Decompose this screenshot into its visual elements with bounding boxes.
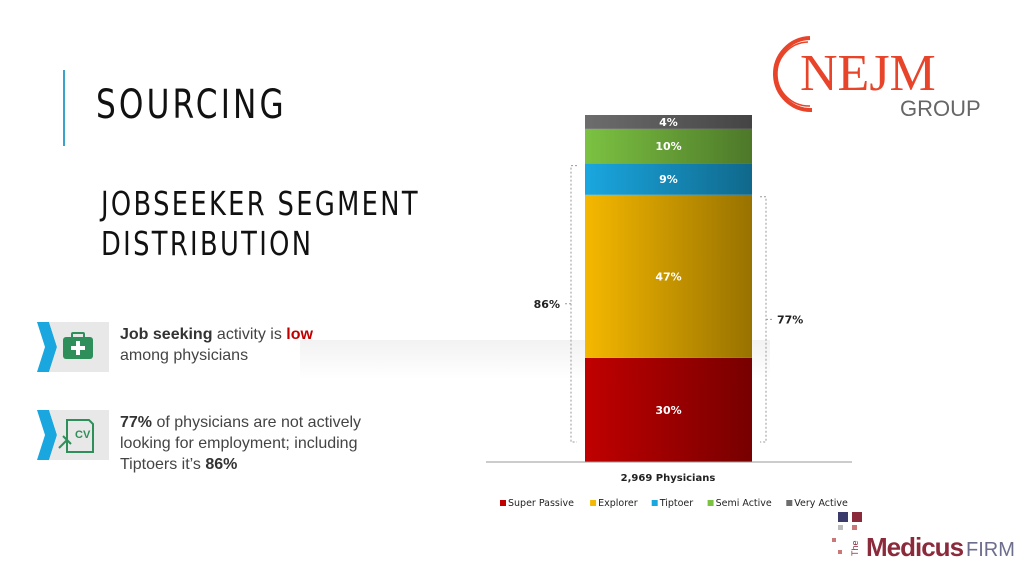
medicus-firm-text: FIRM [966, 539, 1015, 561]
bullet-1-rest: among physicians [120, 347, 249, 364]
bullet-job-seeking: Job seeking activity is low among physic… [37, 322, 397, 372]
slide-title: SOURCING [96, 82, 287, 128]
nejm-group-logo: NEJM GROUP [773, 36, 981, 120]
legend-label-super-passive: Super Passive [508, 498, 574, 509]
medicus-the-text: The [850, 540, 860, 556]
bar-segment-explorer [585, 194, 752, 358]
bullet-1-text: Job seeking activity is low among physic… [120, 324, 400, 366]
legend-label-explorer: Explorer [598, 498, 638, 509]
bullet-1-mid: activity is [212, 326, 287, 343]
bar-segment-very-active [585, 115, 752, 129]
jobseeker-stacked-chart: 30% 47% 9% 10% 4% 86% 77% 2,969 Physicians Su… [486, 115, 852, 509]
legend-label-tiptoer: Tiptoer [659, 498, 694, 509]
legend-swatch-very-active [786, 500, 793, 506]
legend-swatch-super-passive [500, 500, 506, 506]
legend-swatch-explorer [590, 500, 597, 506]
legend-swatch-tiptoer [651, 500, 658, 506]
nejm-group-text: GROUP [900, 96, 981, 120]
bracket-left [570, 165, 577, 443]
subtitle-line-2: DISTRIBUTION [101, 224, 314, 263]
data-label-tiptoer: 9% [659, 173, 678, 186]
legend-label-semi-active: Semi Active [716, 498, 772, 509]
data-label-explorer: 47% [655, 270, 681, 283]
bullet-not-looking: CV 77% of physicians are not actively lo… [37, 410, 397, 473]
bracket-right [760, 196, 767, 443]
medicus-name-text: Medicus [866, 532, 964, 562]
bullet-1-highlight: low [286, 326, 313, 343]
bullet-2-bold-lead: 77% [120, 414, 153, 431]
subtitle-line-1: JOBSEEKER SEGMENT [101, 184, 420, 223]
bar-segment-super-passive [585, 357, 752, 462]
bar-segment-tiptoer [585, 163, 752, 195]
data-label-very-active: 4% [659, 116, 678, 129]
medical-kit-icon [37, 322, 109, 372]
bullet-2-bold-tail: 86% [205, 456, 238, 473]
slide-subtitle: JOBSEEKER SEGMENT DISTRIBUTION [101, 184, 429, 264]
bar-segment-semi-active [585, 128, 752, 164]
medicus-firm-logo: The Medicus FIRM [832, 512, 1015, 562]
bullet-2-text: 77% of physicians are not actively looki… [120, 412, 410, 475]
legend-swatch-semi-active [707, 500, 714, 506]
data-label-semi-active: 10% [655, 140, 681, 153]
category-label: 2,969 Physicians [621, 473, 716, 484]
nejm-logo-text: NEJM [800, 45, 936, 102]
data-label-super-passive: 30% [655, 404, 681, 417]
bracket-label-right: 77% [777, 313, 803, 326]
legend-label-very-active: Very Active [794, 498, 848, 509]
svg-text:CV: CV [75, 429, 91, 441]
bracket-label-left: 86% [534, 298, 560, 311]
bullet-2-body: of physicians are not actively looking f… [120, 414, 362, 473]
bullet-1-bold: Job seeking [120, 326, 213, 343]
cv-document-icon: CV [37, 410, 109, 460]
title-accent-line [63, 70, 65, 146]
